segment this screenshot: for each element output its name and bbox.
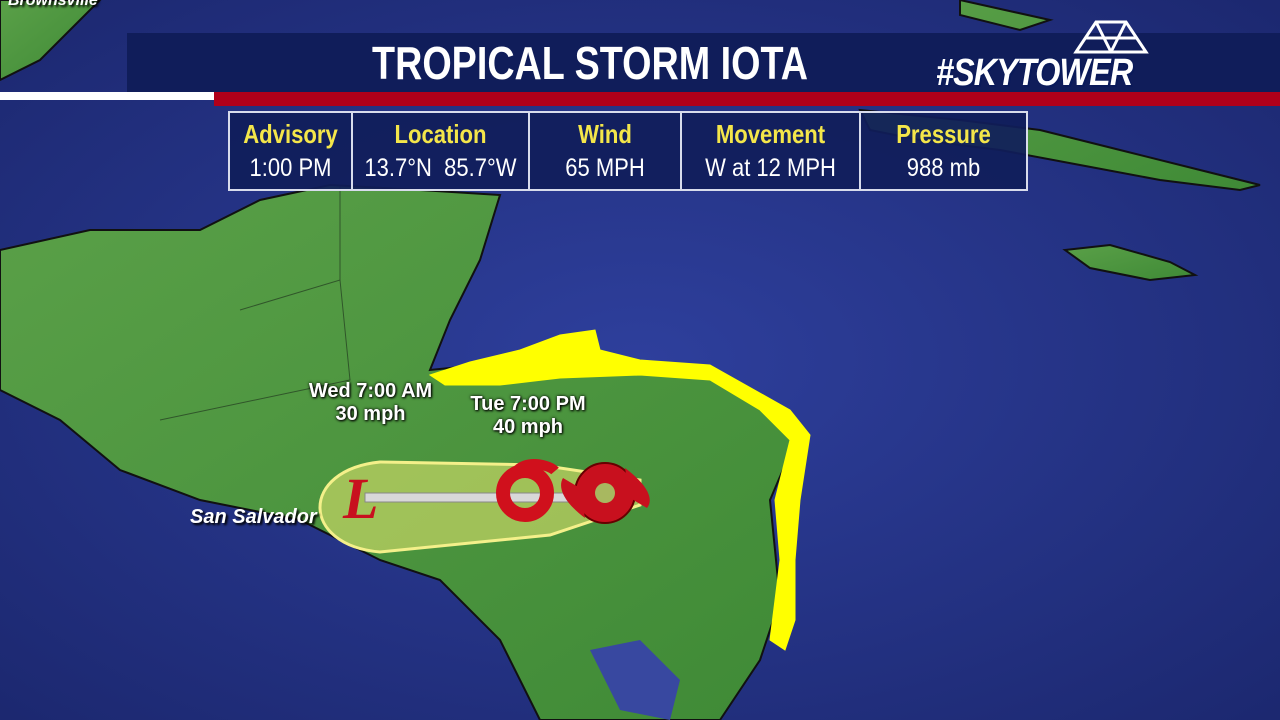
city-brownsville: Brownsville xyxy=(8,0,98,9)
texas-coast xyxy=(0,0,102,82)
movement-value: W at 12 MPH xyxy=(705,154,836,182)
lake-nicaragua xyxy=(590,640,680,720)
location-cell: Location 13.7°N 85.7°W xyxy=(353,113,530,189)
tropical-storm-warning xyxy=(428,329,811,651)
forecast-wind: 40 mph xyxy=(492,416,564,438)
divider xyxy=(0,92,214,100)
pressure-label: Pressure xyxy=(896,119,991,149)
jamaica xyxy=(1062,243,1199,282)
forecast-label-wed: Wed 7:00 AM 30 mph xyxy=(298,380,443,426)
wind-label: Wind xyxy=(578,119,632,149)
forecast-time: Wed 7:00 AM xyxy=(308,380,433,402)
tower-icon xyxy=(1073,20,1149,54)
advisory-cell: Advisory 1:00 PM xyxy=(230,113,353,189)
location-label: Location xyxy=(394,119,487,149)
advisory-value: 1:00 PM xyxy=(249,154,332,182)
title-bar xyxy=(127,33,1280,93)
forecast-cone xyxy=(318,460,642,554)
pressure-cell: Pressure 988 mb xyxy=(861,113,1026,189)
movement-label: Movement xyxy=(715,119,826,149)
logo-text: #SKYTOWER xyxy=(936,52,1133,94)
movement-cell: Movement W at 12 MPH xyxy=(682,113,861,189)
forecast-time: Tue 7:00 PM xyxy=(470,393,586,415)
page-title: TROPICAL STORM IOTA xyxy=(372,37,808,89)
forecast-label-tue: Tue 7:00 PM 40 mph xyxy=(458,393,598,439)
hurricane-icon xyxy=(561,462,650,524)
pressure-value: 988 mb xyxy=(906,154,981,182)
wind-cell: Wind 65 MPH xyxy=(530,113,682,189)
wind-value: 65 MPH xyxy=(565,154,645,182)
divider-red xyxy=(214,92,1280,106)
advisory-label: Advisory xyxy=(243,119,338,149)
tropical-storm-icon xyxy=(496,459,559,522)
skytower-logo: #SKYTOWER xyxy=(936,18,1176,98)
forecast-wind: 30 mph xyxy=(335,403,406,425)
borders xyxy=(159,185,351,421)
location-value: 13.7°N 85.7°W xyxy=(364,154,517,182)
city-san-salvador: San Salvador xyxy=(190,506,317,528)
advisory-panel: Advisory 1:00 PM Location 13.7°N 85.7°W Wi… xyxy=(228,111,1028,191)
low-icon: L xyxy=(342,466,378,531)
